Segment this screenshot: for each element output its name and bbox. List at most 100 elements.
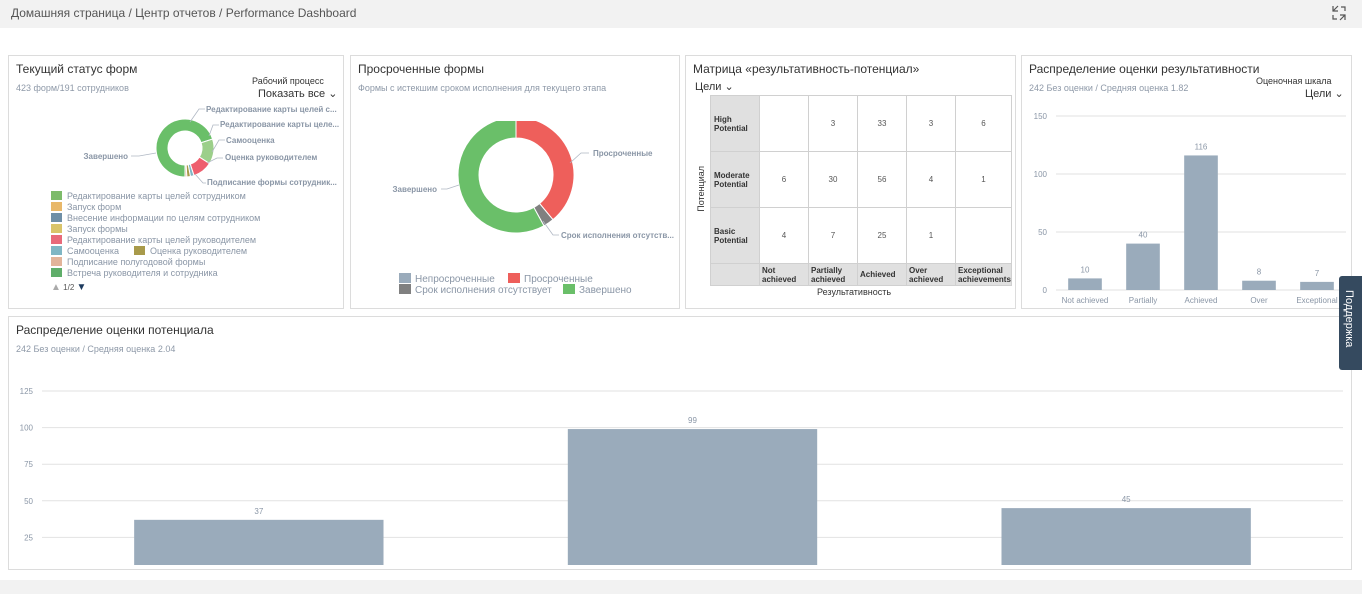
legend-item[interactable]: Запуск форм (51, 202, 121, 212)
matrix-cell[interactable]: 7 (808, 207, 858, 264)
y-tick-label: 100 (20, 424, 34, 433)
legend-swatch (51, 235, 62, 244)
matrix-row: Basic Potential 4 7 25 1 (710, 207, 1012, 264)
label-leader-line (189, 108, 205, 123)
pager-down-icon[interactable]: ▼ (76, 282, 87, 293)
pager-up-icon[interactable]: ▲ (51, 282, 61, 293)
legend-swatch (51, 224, 62, 233)
label-leader-line (441, 184, 460, 190)
legend-item[interactable]: Редактирование карты целей руководителем (51, 235, 256, 245)
bar[interactable] (1001, 508, 1251, 565)
legend-item[interactable]: Встреча руководителя и сотрудника (51, 268, 218, 278)
matrix-cell[interactable]: 30 (808, 151, 858, 208)
legend-item[interactable]: Редактирование карты целей сотрудником (51, 191, 246, 201)
donut-slice[interactable] (457, 121, 545, 234)
donut-slice[interactable] (515, 121, 575, 221)
pager-count: 1/2 (63, 283, 75, 292)
bar-value-label: 7 (1315, 269, 1320, 278)
matrix-filter-select[interactable]: Цели ⌄ (695, 80, 734, 93)
matrix-table: High Potential 3 33 3 6 Moderate Potential 6 30… (710, 95, 1012, 286)
chevron-down-icon: ⌄ (1334, 88, 1344, 100)
legend-label: Самооценка (67, 246, 119, 256)
legend-item[interactable]: Непросроченные (399, 273, 495, 285)
process-value: Показать все (258, 88, 326, 100)
matrix-cell[interactable]: 3 (906, 95, 956, 152)
card-subtitle: Формы с истекшим сроком исполнения для т… (358, 83, 607, 93)
matrix-column-header: Achieved (857, 263, 907, 286)
matrix-cell[interactable]: 4 (906, 151, 956, 208)
legend-label: Завершено (579, 285, 632, 296)
legend-swatch (563, 284, 575, 294)
overdue-forms-card: Просроченные формы Формы с истекшим срок… (350, 55, 680, 309)
matrix-cell[interactable]: 1 (955, 151, 1012, 208)
matrix-cell[interactable]: 25 (857, 207, 907, 264)
matrix-cell[interactable]: 4 (759, 207, 809, 264)
label-leader-line (569, 152, 589, 164)
process-label: Рабочий процесс (252, 76, 324, 86)
legend-item[interactable]: Срок исполнения отсутствует (399, 284, 552, 296)
y-tick-label: 75 (24, 460, 33, 469)
card-subtitle: 242 Без оценки / Средняя оценка 2.04 (16, 344, 176, 354)
legend-label: Оценка руководителем (149, 246, 248, 256)
scale-select[interactable]: Цели ⌄ (1305, 87, 1344, 100)
x-tick-label: Over (1250, 296, 1268, 305)
card-title: Просроченные формы (358, 62, 484, 76)
bar[interactable] (1068, 278, 1102, 290)
card-title: Матрица «результативность-потенциал» (693, 62, 920, 76)
legend-item[interactable]: Завершено (563, 284, 632, 296)
legend-item[interactable]: Запуск формы (51, 224, 128, 234)
matrix-column-header: Over achieved (906, 263, 956, 286)
legend-pager: ▲ 1/2 ▼ (51, 282, 86, 293)
matrix-cell[interactable]: 6 (955, 95, 1012, 152)
process-select[interactable]: Показать все ⌄ (258, 87, 337, 100)
y-tick-label: 50 (1038, 228, 1047, 237)
matrix-row: Moderate Potential 6 30 56 4 1 (710, 151, 1012, 208)
bar[interactable] (1300, 281, 1334, 290)
legend-label: Редактирование карты целей руководителем (67, 235, 257, 245)
matrix-cell[interactable]: 33 (857, 95, 907, 152)
matrix-cell[interactable]: 3 (808, 95, 858, 152)
y-tick-label: 25 (24, 533, 33, 542)
breadcrumb[interactable]: Домашняя страница / Центр отчетов / Perf… (11, 6, 357, 20)
matrix-cell[interactable]: 56 (857, 151, 907, 208)
card-title: Текущий статус форм (16, 62, 138, 76)
potential-bar-chart: 025507510012537Basic Potential99Moderate… (20, 387, 1343, 565)
card-title: Распределение оценки потенциала (16, 323, 214, 337)
chevron-down-icon: ⌄ (724, 81, 734, 93)
matrix-cell[interactable]: 1 (906, 207, 956, 264)
legend-swatch (508, 273, 520, 283)
matrix-row-header: Basic Potential (710, 207, 760, 264)
matrix-column-header: Not achieved (759, 263, 809, 286)
legend-swatch (51, 246, 62, 255)
legend-item[interactable]: Самооценка Оценка руководителем (51, 246, 247, 256)
legend-swatch (51, 191, 62, 200)
legend-item[interactable]: Внесение информации по целям сотрудником (51, 213, 260, 223)
donut-label: Редактирование карты целе... (220, 120, 339, 129)
donut-label: Завершено (84, 152, 129, 161)
legend-swatch (51, 268, 62, 277)
scale-label: Оценочная шкала (1256, 76, 1332, 86)
bar[interactable] (567, 429, 818, 565)
legend-item[interactable]: Подписание полугодовой формы (51, 257, 205, 267)
donut-label: Оценка руководителем (225, 153, 317, 162)
matrix-cell[interactable]: 6 (759, 151, 809, 208)
y-tick-label: 100 (1034, 170, 1048, 179)
top-bar: Домашняя страница / Центр отчетов / Perf… (0, 0, 1362, 28)
legend-swatch (51, 202, 62, 211)
bar[interactable] (1242, 280, 1276, 290)
bar[interactable] (134, 519, 384, 565)
collapse-icon[interactable] (1330, 4, 1348, 22)
bar-value-label: 10 (1081, 265, 1090, 274)
matrix-cell[interactable] (955, 207, 1012, 264)
legend-label: Редактирование карты целей сотрудником (67, 191, 246, 201)
label-leader-line (206, 157, 223, 164)
legend-item[interactable]: Просроченные (508, 273, 593, 285)
donut-slice[interactable] (184, 164, 188, 178)
legend-swatch (51, 257, 62, 266)
support-tab[interactable]: Поддержка (1339, 276, 1362, 370)
bar[interactable] (1126, 243, 1160, 290)
bar[interactable] (1184, 155, 1218, 290)
matrix-y-axis-label: Потенциал (696, 166, 706, 212)
matrix-cell[interactable] (759, 95, 809, 152)
